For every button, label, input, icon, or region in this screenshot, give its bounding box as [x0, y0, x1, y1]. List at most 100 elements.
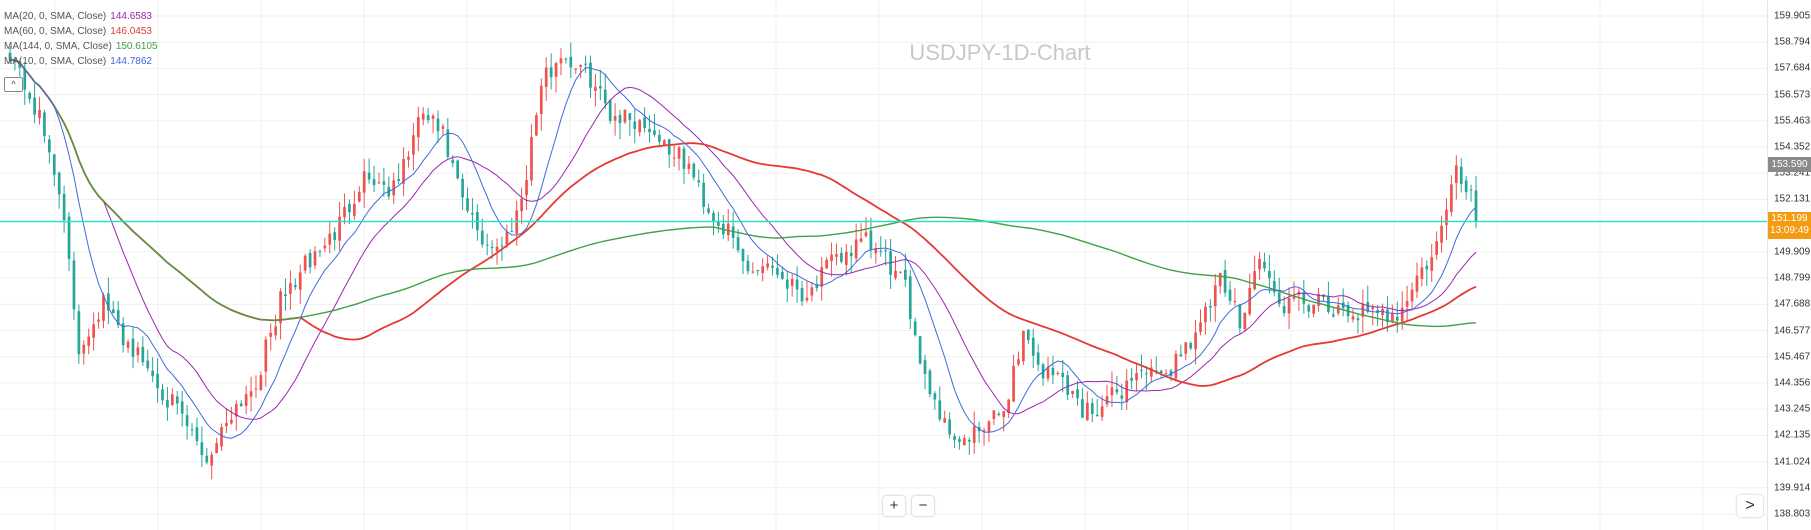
candle-body: [525, 179, 528, 196]
candle-body: [844, 251, 848, 265]
candle-body: [1464, 180, 1468, 193]
candle: [505, 224, 509, 248]
candle: [387, 176, 391, 200]
candle-body: [239, 403, 243, 407]
candle-body: [431, 115, 435, 119]
candle: [353, 190, 356, 220]
candle-body: [633, 121, 637, 129]
candle: [874, 242, 878, 264]
candle: [579, 64, 583, 79]
candle-body: [1386, 309, 1389, 323]
chart-plot-area[interactable]: USDJPY-1D-Chart MA(20, 0, SMA, Close) 144…: [0, 0, 1767, 530]
candle-body: [87, 336, 91, 346]
legend-ma144[interactable]: MA(144, 0, SMA, Close) 150.6105: [4, 39, 158, 54]
candle: [889, 238, 892, 289]
candle-body: [677, 147, 681, 159]
candle: [1410, 282, 1414, 311]
candle: [1238, 303, 1242, 334]
candle-body: [1371, 307, 1375, 310]
candle-body: [1056, 372, 1060, 374]
candle: [210, 451, 214, 480]
candle-body: [1302, 292, 1306, 304]
candle: [1317, 287, 1320, 312]
price-tick-label: 144.356: [1774, 377, 1811, 389]
candle-body: [274, 326, 277, 336]
candle: [151, 357, 155, 383]
candle-body: [820, 267, 824, 287]
candle: [559, 48, 563, 76]
candle-body: [594, 86, 597, 91]
candle: [1405, 285, 1409, 321]
price-tick-label: 147.688: [1774, 298, 1811, 310]
candle: [594, 73, 597, 107]
candle: [903, 253, 907, 287]
collapse-legend-button[interactable]: ^: [4, 77, 23, 92]
candle-body: [662, 140, 666, 146]
candle-body: [313, 251, 317, 266]
candle-body: [1435, 241, 1438, 255]
candle-body: [82, 344, 86, 354]
candle-body: [1263, 261, 1266, 269]
legend-ma10[interactable]: MA(10, 0, SMA, Close) 144.7862: [4, 54, 158, 69]
price-axis[interactable]: 159.905 158.794 157.684 156.573 155.463 154.3…: [1767, 0, 1811, 530]
candle-body: [859, 238, 863, 242]
candle-body: [1041, 364, 1045, 379]
candle: [539, 78, 543, 131]
candle: [751, 262, 755, 274]
candle-body: [1327, 295, 1330, 312]
candle: [239, 400, 243, 407]
candle-body: [530, 136, 533, 181]
candle-body: [1105, 396, 1109, 405]
candlestick-chart[interactable]: [0, 0, 1767, 530]
candle-body: [840, 253, 843, 262]
price-tick-label: 149.909: [1774, 246, 1811, 258]
candle: [52, 153, 56, 187]
zoom-out-button[interactable]: −: [912, 496, 934, 516]
candle-body: [559, 58, 563, 64]
candle: [525, 165, 528, 210]
candle-body: [111, 309, 115, 314]
candle: [1253, 255, 1256, 291]
price-tick-label: 145.467: [1774, 351, 1811, 363]
candle: [244, 385, 248, 415]
candle: [121, 317, 125, 353]
candle: [667, 138, 671, 168]
candle: [844, 244, 848, 276]
candle: [357, 186, 361, 203]
candle-body: [48, 139, 51, 153]
candle-body: [948, 419, 951, 435]
legend-ma20[interactable]: MA(20, 0, SMA, Close) 144.6583: [4, 9, 158, 24]
candle: [1307, 303, 1311, 319]
candle: [1022, 330, 1025, 365]
candle: [461, 173, 464, 211]
candle-body: [254, 388, 258, 390]
scroll-right-button[interactable]: >: [1737, 495, 1763, 517]
candle: [1046, 356, 1050, 382]
price-tick-label: 148.799: [1774, 272, 1811, 284]
candle: [933, 391, 937, 410]
candle-body: [1366, 302, 1370, 312]
legend-ma60[interactable]: MA(60, 0, SMA, Close) 146.0453: [4, 24, 158, 39]
candle-body: [598, 86, 602, 89]
candle-body: [1469, 189, 1473, 191]
candle-body: [648, 128, 651, 133]
candle: [908, 269, 912, 330]
candle-body: [913, 321, 917, 336]
candle-body: [1292, 296, 1296, 299]
candle-body: [1430, 257, 1434, 271]
candle: [77, 304, 81, 364]
legend-ma20-label: MA(20, 0, SMA, Close): [4, 11, 107, 22]
candle: [1395, 301, 1399, 333]
candle: [992, 410, 996, 425]
chevron-up-icon: ^: [11, 79, 16, 89]
zoom-in-button[interactable]: +: [883, 496, 905, 516]
candle: [520, 187, 523, 225]
price-tick-label: 143.245: [1774, 403, 1811, 415]
candle-body: [456, 160, 460, 179]
candle: [1081, 388, 1084, 419]
candle-body: [264, 339, 268, 372]
candle: [264, 336, 268, 387]
candle: [712, 210, 715, 236]
candle-body: [1410, 289, 1414, 302]
candle-body: [107, 293, 110, 311]
